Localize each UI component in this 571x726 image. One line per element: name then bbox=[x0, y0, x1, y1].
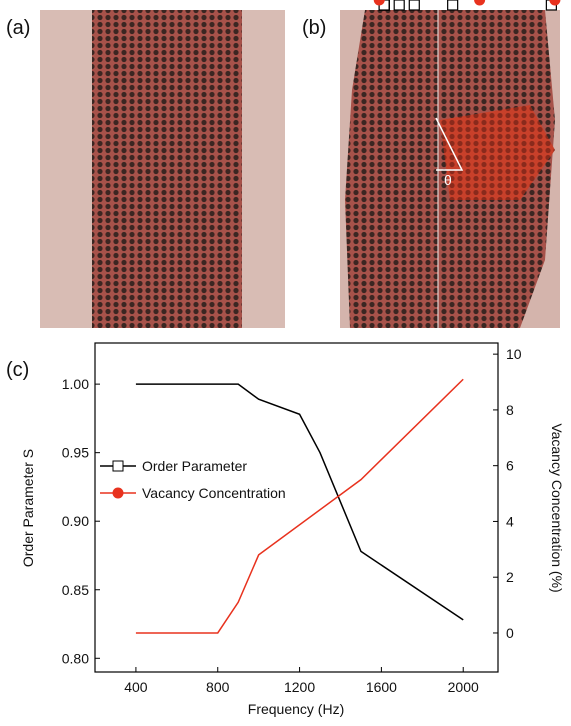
y-tick-label: 0.80 bbox=[62, 650, 89, 666]
y2-tick-label: 0 bbox=[506, 625, 514, 641]
y2-axis-label: Vacancy Concentration (%) bbox=[549, 423, 565, 592]
data-point bbox=[393, 0, 405, 11]
series-line bbox=[135, 383, 464, 621]
plot-frame bbox=[94, 342, 499, 673]
theta-label: θ bbox=[444, 172, 452, 188]
y-tick-label: 0.95 bbox=[62, 445, 89, 461]
y2-tick-label: 4 bbox=[506, 513, 514, 529]
series-line bbox=[135, 378, 464, 634]
x-tick-label: 1600 bbox=[366, 679, 397, 695]
x-tick-label: 2000 bbox=[448, 679, 479, 695]
legend-label: Vacancy Concentration bbox=[142, 485, 286, 501]
panel-label: (a) bbox=[6, 17, 30, 39]
data-point bbox=[474, 0, 486, 6]
legend-marker bbox=[112, 460, 124, 472]
data-point bbox=[447, 0, 459, 11]
legend-label: Order Parameter bbox=[142, 458, 247, 474]
y2-tick-label: 6 bbox=[506, 458, 514, 474]
angle-lines bbox=[435, 117, 464, 171]
crystal-band bbox=[92, 10, 242, 328]
y2-tick-label: 10 bbox=[506, 346, 522, 362]
y-tick-label: 1.00 bbox=[62, 376, 89, 392]
y2-tick-label: 8 bbox=[506, 402, 514, 418]
grain-highlight bbox=[440, 105, 555, 200]
data-point bbox=[549, 0, 561, 6]
x-tick-label: 400 bbox=[124, 679, 148, 695]
panel-label: (c) bbox=[6, 359, 29, 381]
x-tick-label: 800 bbox=[206, 679, 230, 695]
y2-tick-label: 2 bbox=[506, 569, 514, 585]
y-tick-label: 0.85 bbox=[62, 582, 89, 598]
x-tick-label: 1200 bbox=[284, 679, 315, 695]
y-tick-label: 0.90 bbox=[62, 513, 89, 529]
data-point bbox=[373, 0, 385, 6]
y-axis-label: Order Parameter S bbox=[20, 449, 36, 567]
legend-marker bbox=[112, 487, 124, 499]
data-point bbox=[408, 0, 420, 11]
panel-label: (b) bbox=[302, 17, 326, 39]
x-axis-label: Frequency (Hz) bbox=[248, 701, 344, 717]
